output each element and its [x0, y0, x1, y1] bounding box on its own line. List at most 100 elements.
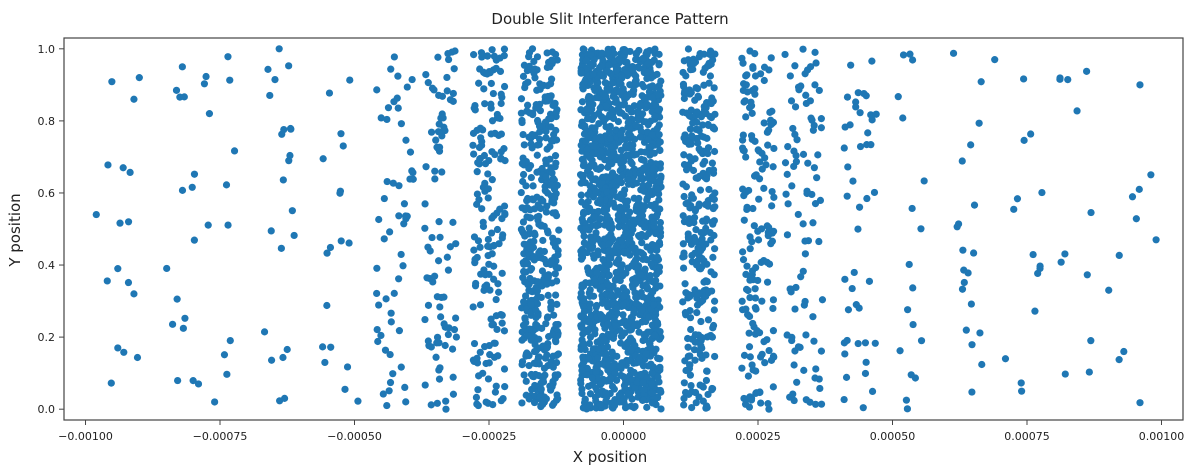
data-point	[622, 47, 630, 55]
data-point	[739, 136, 747, 144]
data-point	[609, 314, 617, 322]
data-point	[807, 114, 815, 122]
data-point	[624, 118, 632, 127]
data-point	[841, 350, 849, 358]
data-point	[1038, 188, 1046, 197]
data-point	[758, 165, 766, 173]
data-point	[687, 66, 695, 74]
data-point	[530, 57, 538, 66]
data-point	[449, 218, 457, 226]
data-point	[746, 293, 754, 302]
data-point	[386, 350, 394, 359]
data-point	[470, 150, 478, 158]
data-point	[526, 109, 534, 117]
data-point	[849, 177, 857, 185]
data-point	[626, 90, 634, 98]
data-point	[517, 95, 526, 103]
data-point	[383, 177, 391, 186]
data-point	[188, 183, 196, 191]
data-point	[639, 156, 648, 164]
data-point	[617, 130, 625, 138]
data-point	[710, 195, 718, 203]
data-point	[436, 233, 444, 241]
data-point	[648, 389, 656, 397]
data-point	[642, 350, 650, 358]
data-point	[764, 141, 772, 149]
data-point	[536, 128, 544, 136]
y-axis-label: Y position	[6, 193, 24, 267]
data-point	[809, 313, 817, 321]
data-point	[606, 110, 614, 119]
data-point	[484, 251, 492, 260]
y-tick-label: 0.6	[38, 187, 56, 200]
data-point	[382, 295, 390, 303]
data-point	[591, 86, 599, 95]
data-point	[741, 97, 749, 105]
data-point	[174, 376, 182, 385]
data-point	[579, 171, 588, 180]
data-point	[595, 360, 603, 368]
data-point	[803, 187, 811, 195]
data-point	[288, 207, 296, 215]
data-point	[433, 399, 441, 407]
data-point	[747, 273, 755, 282]
data-point	[518, 361, 526, 369]
data-point	[687, 88, 695, 97]
data-point	[906, 50, 914, 58]
data-point	[710, 271, 718, 279]
data-point	[491, 388, 499, 396]
data-point	[791, 305, 799, 313]
data-point	[622, 144, 630, 152]
x-tick-label: 0.00000	[601, 430, 647, 443]
data-point	[691, 96, 699, 104]
data-point	[224, 53, 232, 61]
data-point	[760, 119, 768, 127]
data-point	[679, 212, 687, 220]
data-point	[1057, 258, 1065, 266]
data-point	[380, 194, 388, 203]
data-point	[589, 345, 597, 353]
data-point	[287, 125, 295, 133]
data-point	[501, 157, 509, 165]
data-point	[607, 143, 615, 151]
data-point	[444, 55, 453, 64]
data-point	[610, 401, 619, 410]
data-point	[801, 250, 809, 258]
data-point	[605, 260, 613, 269]
data-point	[625, 357, 633, 365]
data-point	[374, 337, 382, 346]
data-point	[226, 76, 234, 84]
data-point	[656, 386, 665, 395]
data-point	[641, 148, 649, 156]
data-point	[539, 400, 547, 409]
data-point	[555, 226, 563, 234]
data-point	[711, 352, 719, 361]
data-point	[373, 326, 381, 334]
data-point	[865, 277, 874, 285]
data-point	[700, 102, 708, 111]
data-point	[591, 213, 599, 221]
data-point	[476, 124, 485, 132]
data-point	[639, 379, 647, 387]
data-point	[549, 174, 557, 183]
x-tick-label: 0.00050	[870, 430, 916, 443]
data-point	[521, 292, 530, 300]
data-point	[549, 239, 558, 247]
data-point	[765, 346, 773, 355]
data-point	[602, 350, 610, 358]
data-point	[584, 115, 592, 123]
data-point	[791, 62, 799, 70]
data-point	[760, 76, 768, 85]
data-point	[594, 207, 602, 216]
data-point	[482, 398, 490, 406]
data-point	[554, 320, 562, 329]
data-point	[607, 292, 615, 301]
data-point	[377, 114, 385, 122]
data-point	[540, 364, 549, 372]
data-point	[760, 256, 768, 265]
data-point	[530, 398, 539, 407]
data-point	[527, 173, 535, 182]
data-point	[492, 382, 500, 390]
data-point	[116, 219, 124, 227]
